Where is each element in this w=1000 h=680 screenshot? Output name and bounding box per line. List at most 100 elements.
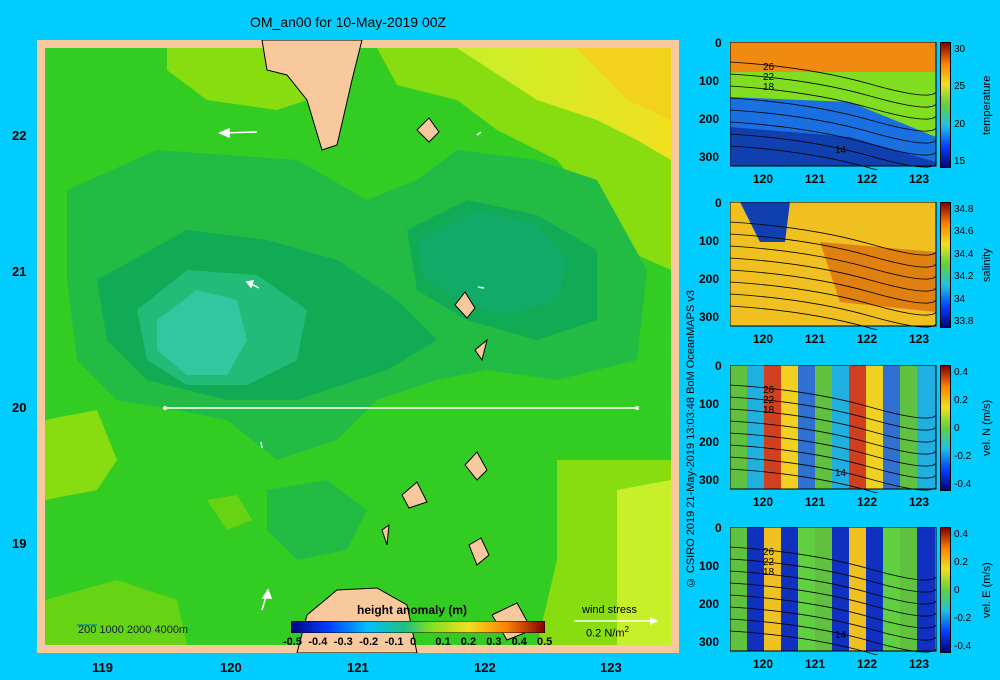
y-tick: 21	[12, 264, 27, 279]
contour-label: 26	[763, 62, 775, 73]
section-label: vel. N (m/s)	[981, 399, 993, 457]
colorbar-tick: 15	[954, 156, 966, 167]
depth-tick: 300	[699, 150, 720, 164]
x-tick: 123	[600, 660, 622, 675]
colorbar-tick: -0.2	[359, 636, 379, 648]
colorbar-tick: 0	[954, 423, 960, 434]
contour-label: 26	[763, 547, 775, 558]
section-colorbar	[940, 365, 951, 491]
colorbar-tick: 33.8	[954, 316, 974, 327]
lon-tick: 122	[857, 495, 878, 509]
depth-tick: 200	[699, 112, 720, 126]
colorbar-tick: 0.4	[511, 636, 527, 648]
depth-legend: 200 1000 2000 4000m	[78, 624, 189, 636]
lon-tick: 121	[805, 172, 826, 186]
map-field	[45, 39, 671, 654]
wind-arrows	[218, 127, 485, 611]
section-colorbar	[940, 527, 951, 653]
depth-tick: 100	[699, 74, 720, 88]
colorbar-tick: 0.4	[954, 529, 968, 540]
lon-tick: 120	[753, 332, 774, 346]
depth-tick: 0	[715, 521, 722, 535]
credit-text: © CSIRO 2019 21-May-2019 13:03:48 BoM Oc…	[685, 290, 697, 589]
depth-tick: 0	[715, 36, 722, 50]
lon-tick: 123	[909, 172, 930, 186]
x-tick: 122	[474, 660, 496, 675]
contour-label: 22	[763, 395, 775, 406]
colorbar-tick: 34	[954, 293, 966, 305]
section-panel-salinity: 0 100 200 300 120 121 122 123 34.8 34.6 34.4 34.2 34…	[695, 196, 995, 346]
section-label: temperature	[981, 75, 993, 135]
contour-label: 14	[835, 145, 847, 156]
section-panel-velocity-n: 26 22 18 14 0 100 200 300 120 121 122 123 0.4 0.2 0 -0.…	[695, 359, 995, 509]
section-colorbar	[940, 42, 951, 168]
section-field	[730, 365, 937, 493]
depth-tick: 100	[699, 397, 720, 411]
lon-tick: 123	[909, 495, 930, 509]
colorbar-tick: 0	[954, 585, 960, 596]
height-anomaly-map	[37, 39, 679, 654]
contour-label: 14	[835, 630, 847, 641]
colorbar-tick: -0.2	[954, 613, 972, 624]
colorbar-tick: 34.8	[954, 204, 974, 215]
lon-tick: 121	[805, 657, 826, 671]
x-tick: 119	[92, 660, 113, 675]
contour-label: 18	[763, 567, 775, 578]
lon-tick: 120	[753, 172, 774, 186]
colorbar-tick: -0.1	[384, 636, 404, 648]
colorbar-tick: -0.4	[308, 636, 328, 648]
section-field	[730, 527, 937, 655]
section-field	[730, 202, 937, 330]
colorbar-tick: -0.2	[954, 451, 972, 462]
colorbar-tick: 34.6	[954, 226, 974, 238]
contour-label: 26	[763, 385, 775, 396]
section-panel-temperature: 26 22 18 14 0 100 200 300 120 121 122 123 30 25 20 15 te…	[695, 36, 995, 186]
contour-label: 14	[835, 468, 847, 479]
colorbar-tick: 25	[954, 81, 966, 93]
section-field	[730, 42, 937, 170]
depth-tick: 300	[699, 310, 720, 324]
section-label: vel. E (m/s)	[981, 562, 993, 618]
y-tick: 22	[12, 128, 27, 143]
colorbar-tick: -0.3	[333, 636, 353, 648]
colorbar-tick: -0.5	[283, 636, 302, 648]
colorbar-tick: 0.1	[435, 636, 451, 648]
depth-tick: 200	[699, 272, 720, 286]
lon-tick: 120	[753, 495, 774, 509]
colorbar-tick: 0.2	[954, 395, 968, 406]
height-colorbar	[291, 621, 545, 633]
colorbar-title: height anomaly (m)	[357, 603, 468, 617]
depth-tick: 200	[699, 435, 720, 449]
depth-tick: 100	[699, 234, 720, 248]
y-tick: 19	[12, 536, 27, 551]
lon-tick: 123	[909, 657, 930, 671]
wind-stress-scale: 0.2 N/m2	[586, 625, 629, 640]
section-panel-velocity-e: 26 22 18 14 0 100 200 300 120 121 122 123 0.4 0.2 0 -0.…	[695, 521, 995, 671]
wind-stress-label: wind stress	[582, 604, 638, 616]
depth-tick: 300	[699, 635, 720, 649]
lon-tick: 122	[857, 657, 878, 671]
colorbar-tick: 0.5	[537, 636, 553, 648]
x-tick: 121	[347, 660, 369, 675]
contour-label: 18	[763, 405, 775, 416]
colorbar-tick: 0.2	[954, 557, 968, 568]
lon-tick: 120	[753, 657, 774, 671]
colorbar-tick: 34.4	[954, 248, 974, 260]
depth-tick: 0	[715, 196, 722, 210]
colorbar-tick: 0.2	[460, 636, 477, 648]
colorbar-tick: 30	[954, 44, 966, 55]
contour-label: 18	[763, 82, 775, 93]
colorbar-tick: 0.4	[954, 367, 968, 378]
depth-tick: 300	[699, 473, 720, 487]
colorbar-tick: -0.4	[954, 479, 972, 490]
lon-tick: 123	[909, 332, 930, 346]
section-colorbar	[940, 202, 951, 328]
map-title: OM_an00 for 10-May-2019 00Z	[250, 14, 447, 30]
depth-tick: 100	[699, 559, 720, 573]
lon-tick: 122	[857, 332, 878, 346]
depth-tick: 200	[699, 597, 720, 611]
colorbar-tick: -0.4	[954, 641, 972, 652]
lon-tick: 122	[857, 172, 878, 186]
x-tick: 120	[220, 660, 242, 675]
contour-label: 22	[763, 72, 775, 83]
